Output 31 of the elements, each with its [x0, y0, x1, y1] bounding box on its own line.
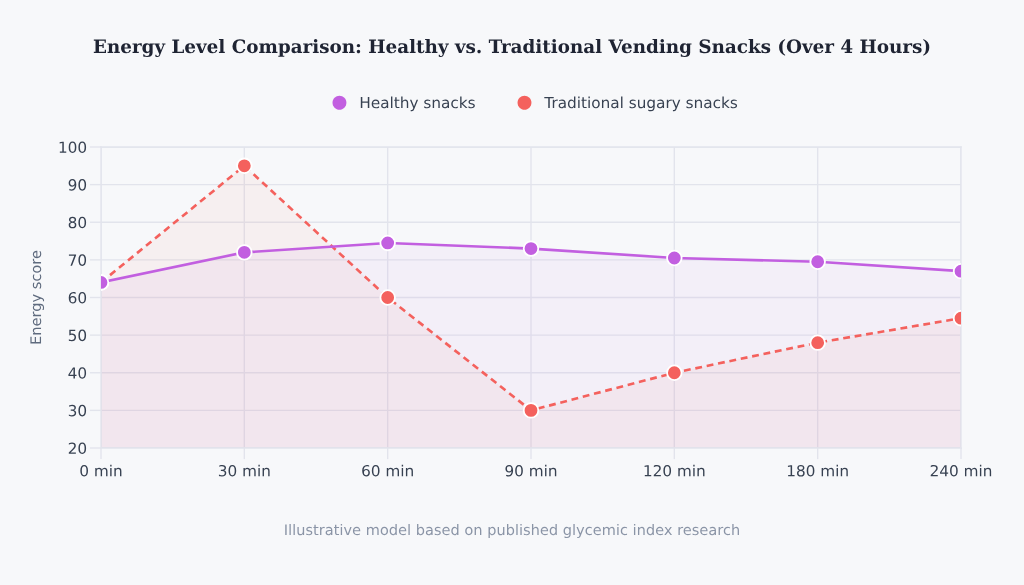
- point: [522, 402, 540, 419]
- x-tick-label: 120 min: [644, 464, 705, 477]
- point: [236, 157, 253, 175]
- point: [379, 289, 396, 306]
- y-tick-label: 30: [68, 404, 87, 417]
- y-tick-label: 60: [68, 291, 87, 304]
- x-tick-label: 0 min: [80, 464, 122, 477]
- point: [522, 240, 540, 257]
- x-tick-label: 240 min: [930, 464, 992, 477]
- y-tick-label: 80: [68, 216, 87, 229]
- y-tick-label: 20: [68, 442, 87, 455]
- x-tick-label: 60 min: [362, 464, 413, 477]
- point: [236, 244, 253, 261]
- point: [809, 334, 826, 351]
- text: Illustrative model based on published glycemic index research: [285, 523, 739, 539]
- point: [666, 249, 683, 267]
- y-tick-label: 70: [68, 254, 87, 266]
- y-axis-title: Energy score: [30, 250, 45, 344]
- y-tick-label: 50: [68, 329, 87, 342]
- point: [379, 234, 396, 252]
- y-tick-label: 40: [68, 367, 87, 379]
- point: [666, 364, 683, 381]
- x-tick-label: 180 min: [787, 464, 848, 477]
- y-tick-label: 90: [68, 179, 87, 191]
- x-tick-label: 30 min: [218, 464, 270, 477]
- x-tick-label: 90 min: [505, 464, 557, 477]
- legend-label: Healthy snacks: [360, 96, 475, 112]
- legend-label: Traditional sugary snacks: [544, 96, 738, 112]
- point: [809, 253, 826, 270]
- y-tick-label: 100: [59, 141, 87, 154]
- chart-title: Energy Level Comparison: Healthy vs. Traditional Vending Snacks (Over 4 Hours): [93, 39, 930, 57]
